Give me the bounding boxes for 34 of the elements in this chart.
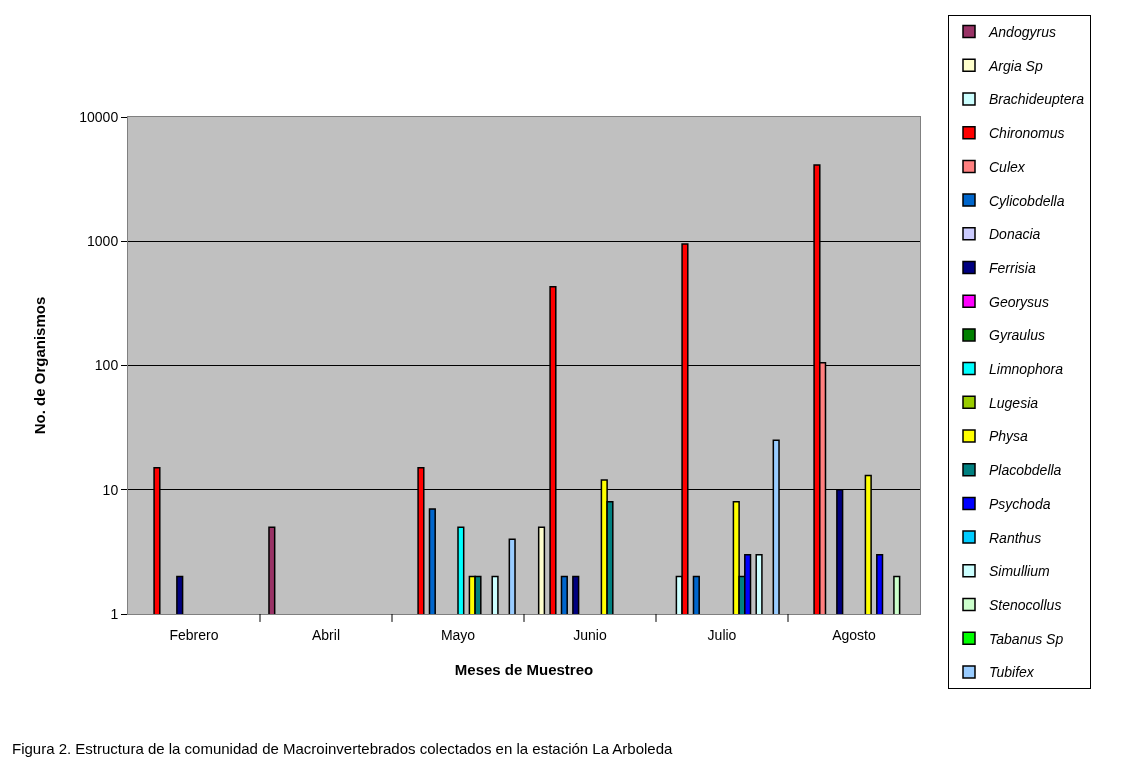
- legend-label: Donacia: [989, 226, 1041, 243]
- legend-label: Ferrisia: [989, 259, 1036, 276]
- legend-label: Ranthus: [989, 529, 1042, 546]
- text: Figura 2. Estructura de la comunidad de Macroinvertebrados colectados en la estación La Arboleda: [12, 740, 674, 757]
- legend-label: Tabanus Sp: [989, 630, 1064, 647]
- y-tick-label: 1: [110, 605, 119, 622]
- legend-label: Stenocollus: [989, 596, 1062, 613]
- x-tick-label: Mayo: [440, 626, 476, 643]
- legend-label: Physa: [989, 428, 1029, 445]
- legend-label: Chironomus: [989, 125, 1065, 142]
- legend-label: Simullium: [989, 563, 1051, 580]
- y-tick-label: 100: [94, 357, 119, 374]
- x-tick-label: Abril: [311, 626, 341, 643]
- legend-label: Andogyrus: [988, 24, 1056, 41]
- x-tick-label: Junio: [573, 626, 607, 643]
- legend-label: Placobdella: [989, 462, 1062, 479]
- legend-label: Lugesia: [989, 394, 1039, 411]
- legend-label: Argia Sp: [988, 57, 1043, 74]
- y-tick-label: 1000: [87, 233, 119, 250]
- legend-label: Limnophora: [989, 361, 1064, 378]
- legend-label: Brachideuptera: [989, 91, 1085, 108]
- x-tick-label: Febrero: [169, 626, 219, 643]
- legend-label: Gyraulus: [989, 327, 1046, 344]
- legend-label: Psychoda: [989, 495, 1051, 512]
- y-tick-label: 10000: [79, 108, 119, 125]
- legend-label: Georysus: [989, 293, 1049, 310]
- x-axis-title: Meses de Muestreo: [454, 660, 594, 678]
- legend-label: Cylicobdella: [989, 192, 1065, 209]
- y-tick-label: 10: [102, 481, 119, 498]
- y-axis-title: No. de Organismos: [30, 296, 48, 435]
- legend-label: Culex: [989, 158, 1026, 175]
- legend-label: Tubifex: [989, 664, 1035, 681]
- x-tick-label: Agosto: [832, 626, 876, 643]
- x-tick-label: Julio: [707, 626, 737, 643]
